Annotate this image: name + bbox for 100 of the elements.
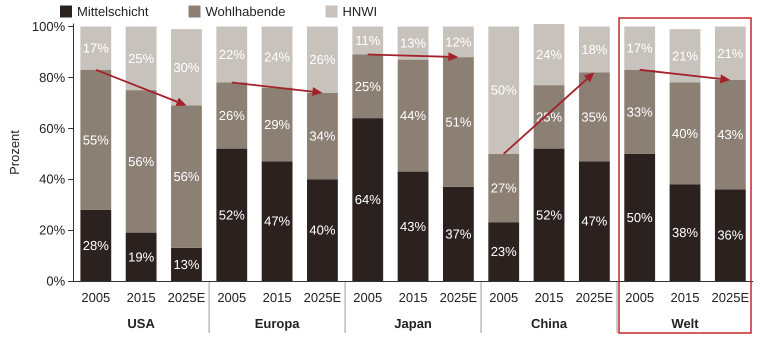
x-tick-label: 2005 [489, 290, 518, 305]
x-tick-label: 2025E [440, 290, 478, 305]
bar [307, 179, 338, 281]
data-label: 13% [400, 36, 427, 51]
data-label: 24% [264, 50, 291, 65]
data-label: 22% [218, 47, 246, 62]
data-label: 13% [173, 256, 200, 272]
data-label: 40% [309, 222, 336, 238]
data-label: 11% [355, 33, 381, 48]
data-label: 50% [626, 210, 654, 225]
x-tick-label: 2025E [576, 290, 614, 305]
text: Welt [671, 316, 700, 331]
bar [216, 148, 248, 281]
bar [488, 26, 520, 154]
bar [398, 172, 428, 281]
data-label: 26% [309, 52, 336, 68]
data-label: 47% [264, 214, 291, 229]
legend-label: HNWI [342, 4, 378, 19]
data-label: 55% [82, 132, 110, 148]
data-label: 23% [490, 244, 518, 260]
bar [126, 232, 157, 281]
bar [670, 29, 700, 83]
data-label: 28% [82, 238, 110, 253]
bar [670, 82, 700, 184]
bar [262, 26, 293, 88]
bar [624, 26, 656, 70]
x-tick-label: 2015 [398, 290, 428, 305]
data-label: 17% [626, 40, 654, 56]
data-label: 17% [82, 40, 110, 56]
text: Japan [394, 316, 432, 331]
bar [126, 26, 157, 90]
y-tick-label: 60% [39, 120, 66, 136]
x-tick-label: 2015 [126, 290, 156, 305]
bar [216, 82, 248, 149]
legend-label: Mittelschicht [77, 4, 149, 19]
data-label: 37% [445, 226, 472, 242]
x-tick-label: 2015 [262, 290, 292, 305]
data-label: 43% [400, 218, 427, 234]
bar [534, 24, 564, 86]
bar [352, 54, 384, 118]
data-label: 52% [536, 207, 562, 222]
x-tick-label: 2005 [217, 290, 246, 305]
x-tick-label: 2005 [353, 290, 382, 305]
data-label: 50% [490, 82, 518, 98]
bar [534, 148, 564, 281]
data-label: 56% [128, 154, 155, 169]
data-label: 44% [400, 108, 427, 124]
bar [171, 105, 202, 248]
data-label: 27% [490, 180, 518, 196]
y-tick-label: 40% [39, 172, 66, 187]
x-tick-label: 2025E [712, 290, 750, 305]
data-label: 38% [672, 225, 698, 240]
y-tick-label: 0% [46, 274, 66, 288]
data-label: 34% [309, 128, 336, 144]
data-label: 25% [354, 78, 382, 94]
data-label: 24% [536, 47, 562, 62]
data-label: 21% [672, 48, 698, 64]
bar [80, 70, 112, 210]
bar [442, 186, 474, 281]
bar [578, 72, 610, 162]
bar [352, 118, 384, 281]
x-tick-label: 2015 [670, 290, 700, 305]
bar [80, 210, 112, 281]
bar [488, 222, 520, 281]
bar [670, 184, 700, 281]
data-label: 19% [128, 249, 155, 264]
bar [216, 26, 248, 83]
data-label: 56% [173, 169, 200, 184]
data-label: 12% [445, 34, 472, 50]
bar [307, 26, 338, 93]
data-label: 35% [581, 109, 608, 124]
bar [578, 161, 610, 281]
data-label: 25% [128, 50, 155, 66]
text: Europa [254, 316, 300, 331]
bar [714, 26, 746, 80]
bar [398, 60, 428, 172]
bar [624, 70, 656, 154]
data-label: 26% [218, 108, 246, 124]
bar [578, 26, 610, 72]
data-label: 43% [717, 127, 744, 142]
bar [262, 88, 293, 162]
data-label: 64% [354, 192, 382, 208]
data-label: 21% [717, 46, 744, 61]
y-axis-title: Prozent [7, 130, 22, 175]
bar [126, 90, 157, 233]
bar [714, 189, 746, 281]
data-label: 51% [445, 114, 472, 130]
bar [307, 92, 338, 180]
text: China [530, 316, 568, 331]
data-label: 36% [717, 228, 744, 243]
bar [171, 29, 202, 106]
x-tick-label: 2025E [304, 290, 342, 305]
data-label: 52% [218, 207, 246, 222]
x-tick-label: 2025E [168, 290, 206, 305]
data-label: 30% [173, 60, 200, 75]
legend-label: Wohlhabende [206, 4, 286, 19]
text: USA [127, 316, 156, 331]
data-label: 29% [264, 117, 291, 132]
y-tick-label: 100% [32, 19, 66, 34]
bar [714, 80, 746, 190]
